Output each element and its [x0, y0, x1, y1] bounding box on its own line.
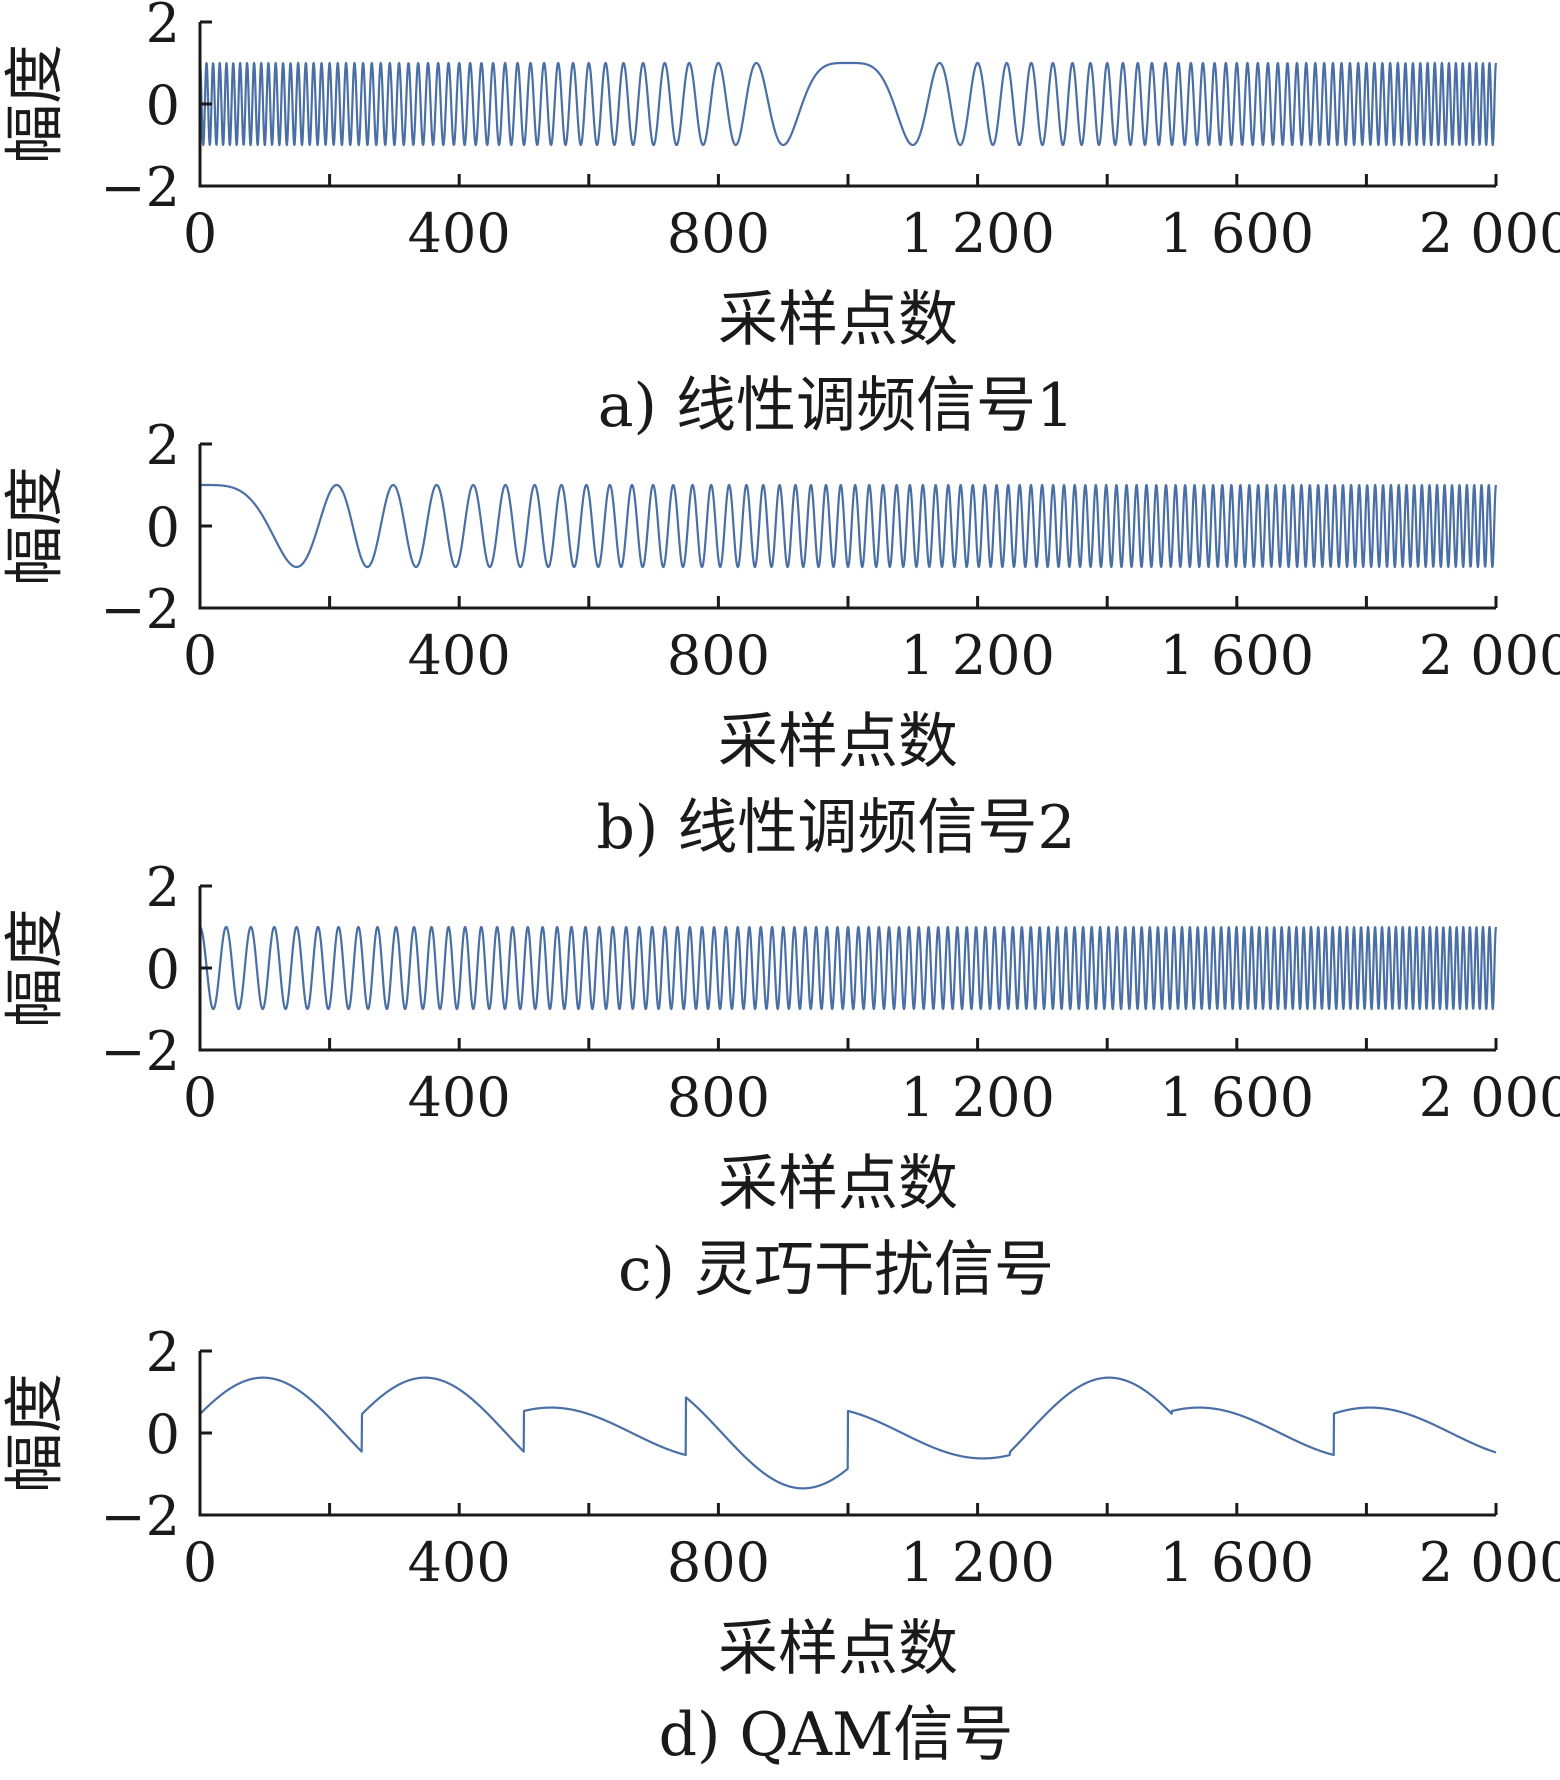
- panel-caption: c) 灵巧干扰信号: [618, 1235, 1054, 1305]
- x-tick-label: 1 200: [900, 202, 1055, 265]
- y-tick-label: 2: [146, 856, 180, 919]
- series-line-1: [199, 1376, 1497, 1490]
- y-tick-label: 0: [146, 496, 180, 559]
- x-tick-label: 2 000: [1419, 1531, 1560, 1594]
- y-tick-label: −2: [100, 1020, 180, 1083]
- y-tick-label: −2: [100, 156, 180, 219]
- y-tick-label: 0: [146, 74, 180, 137]
- x-tick-label: 1 600: [1160, 1531, 1315, 1594]
- axis-lines: [198, 22, 1496, 188]
- x-tick-label: 400: [408, 1066, 511, 1129]
- x-tick-label: 800: [667, 202, 770, 265]
- y-axis-label: 幅度: [1, 466, 71, 586]
- series-line-1: [199, 925, 1498, 1011]
- panel-caption: b) 线性调频信号2: [596, 793, 1075, 863]
- x-tick-label: 400: [408, 624, 511, 687]
- x-tick-label: 1 200: [900, 624, 1055, 687]
- x-tick-label: 1 600: [1160, 1066, 1315, 1129]
- x-tick-label: 400: [408, 1531, 511, 1594]
- y-tick-label: −2: [100, 1485, 180, 1548]
- y-axis-label: 幅度: [1, 908, 71, 1028]
- x-tick-label: 2 000: [1419, 202, 1560, 265]
- series-line-1: [199, 483, 1498, 569]
- x-tick-label: 0: [183, 1066, 217, 1129]
- series-line-1: [198, 61, 1498, 147]
- x-tick-label: 2 000: [1419, 624, 1560, 687]
- x-tick-label: 0: [183, 1531, 217, 1594]
- y-tick-label: −2: [100, 578, 180, 641]
- axis-lines: [198, 444, 1496, 610]
- y-tick-label: 0: [146, 1403, 180, 1466]
- y-tick-label: 0: [146, 938, 180, 1001]
- x-tick-label: 0: [183, 202, 217, 265]
- x-axis-label: 采样点数: [718, 1149, 958, 1219]
- x-axis-label: 采样点数: [718, 285, 958, 355]
- y-tick-label: 2: [146, 414, 180, 477]
- x-tick-label: 400: [408, 202, 511, 265]
- x-tick-label: 800: [667, 1531, 770, 1594]
- y-tick-label: 2: [146, 0, 180, 55]
- x-axis-label: 采样点数: [718, 1614, 958, 1684]
- y-tick-label: 2: [146, 1321, 180, 1384]
- panel-caption: d) QAM信号: [659, 1700, 1014, 1770]
- x-tick-label: 1 600: [1160, 202, 1315, 265]
- x-tick-label: 1 200: [900, 1531, 1055, 1594]
- x-tick-label: 2 000: [1419, 1066, 1560, 1129]
- x-tick-label: 0: [183, 624, 217, 687]
- x-tick-label: 1 200: [900, 1066, 1055, 1129]
- x-tick-label: 1 600: [1160, 624, 1315, 687]
- y-axis-label: 幅度: [1, 44, 71, 164]
- panel-caption: a) 线性调频信号1: [598, 371, 1074, 441]
- x-axis-label: 采样点数: [718, 707, 958, 777]
- x-tick-label: 800: [667, 1066, 770, 1129]
- y-axis-label: 幅度: [1, 1373, 71, 1493]
- x-tick-label: 800: [667, 624, 770, 687]
